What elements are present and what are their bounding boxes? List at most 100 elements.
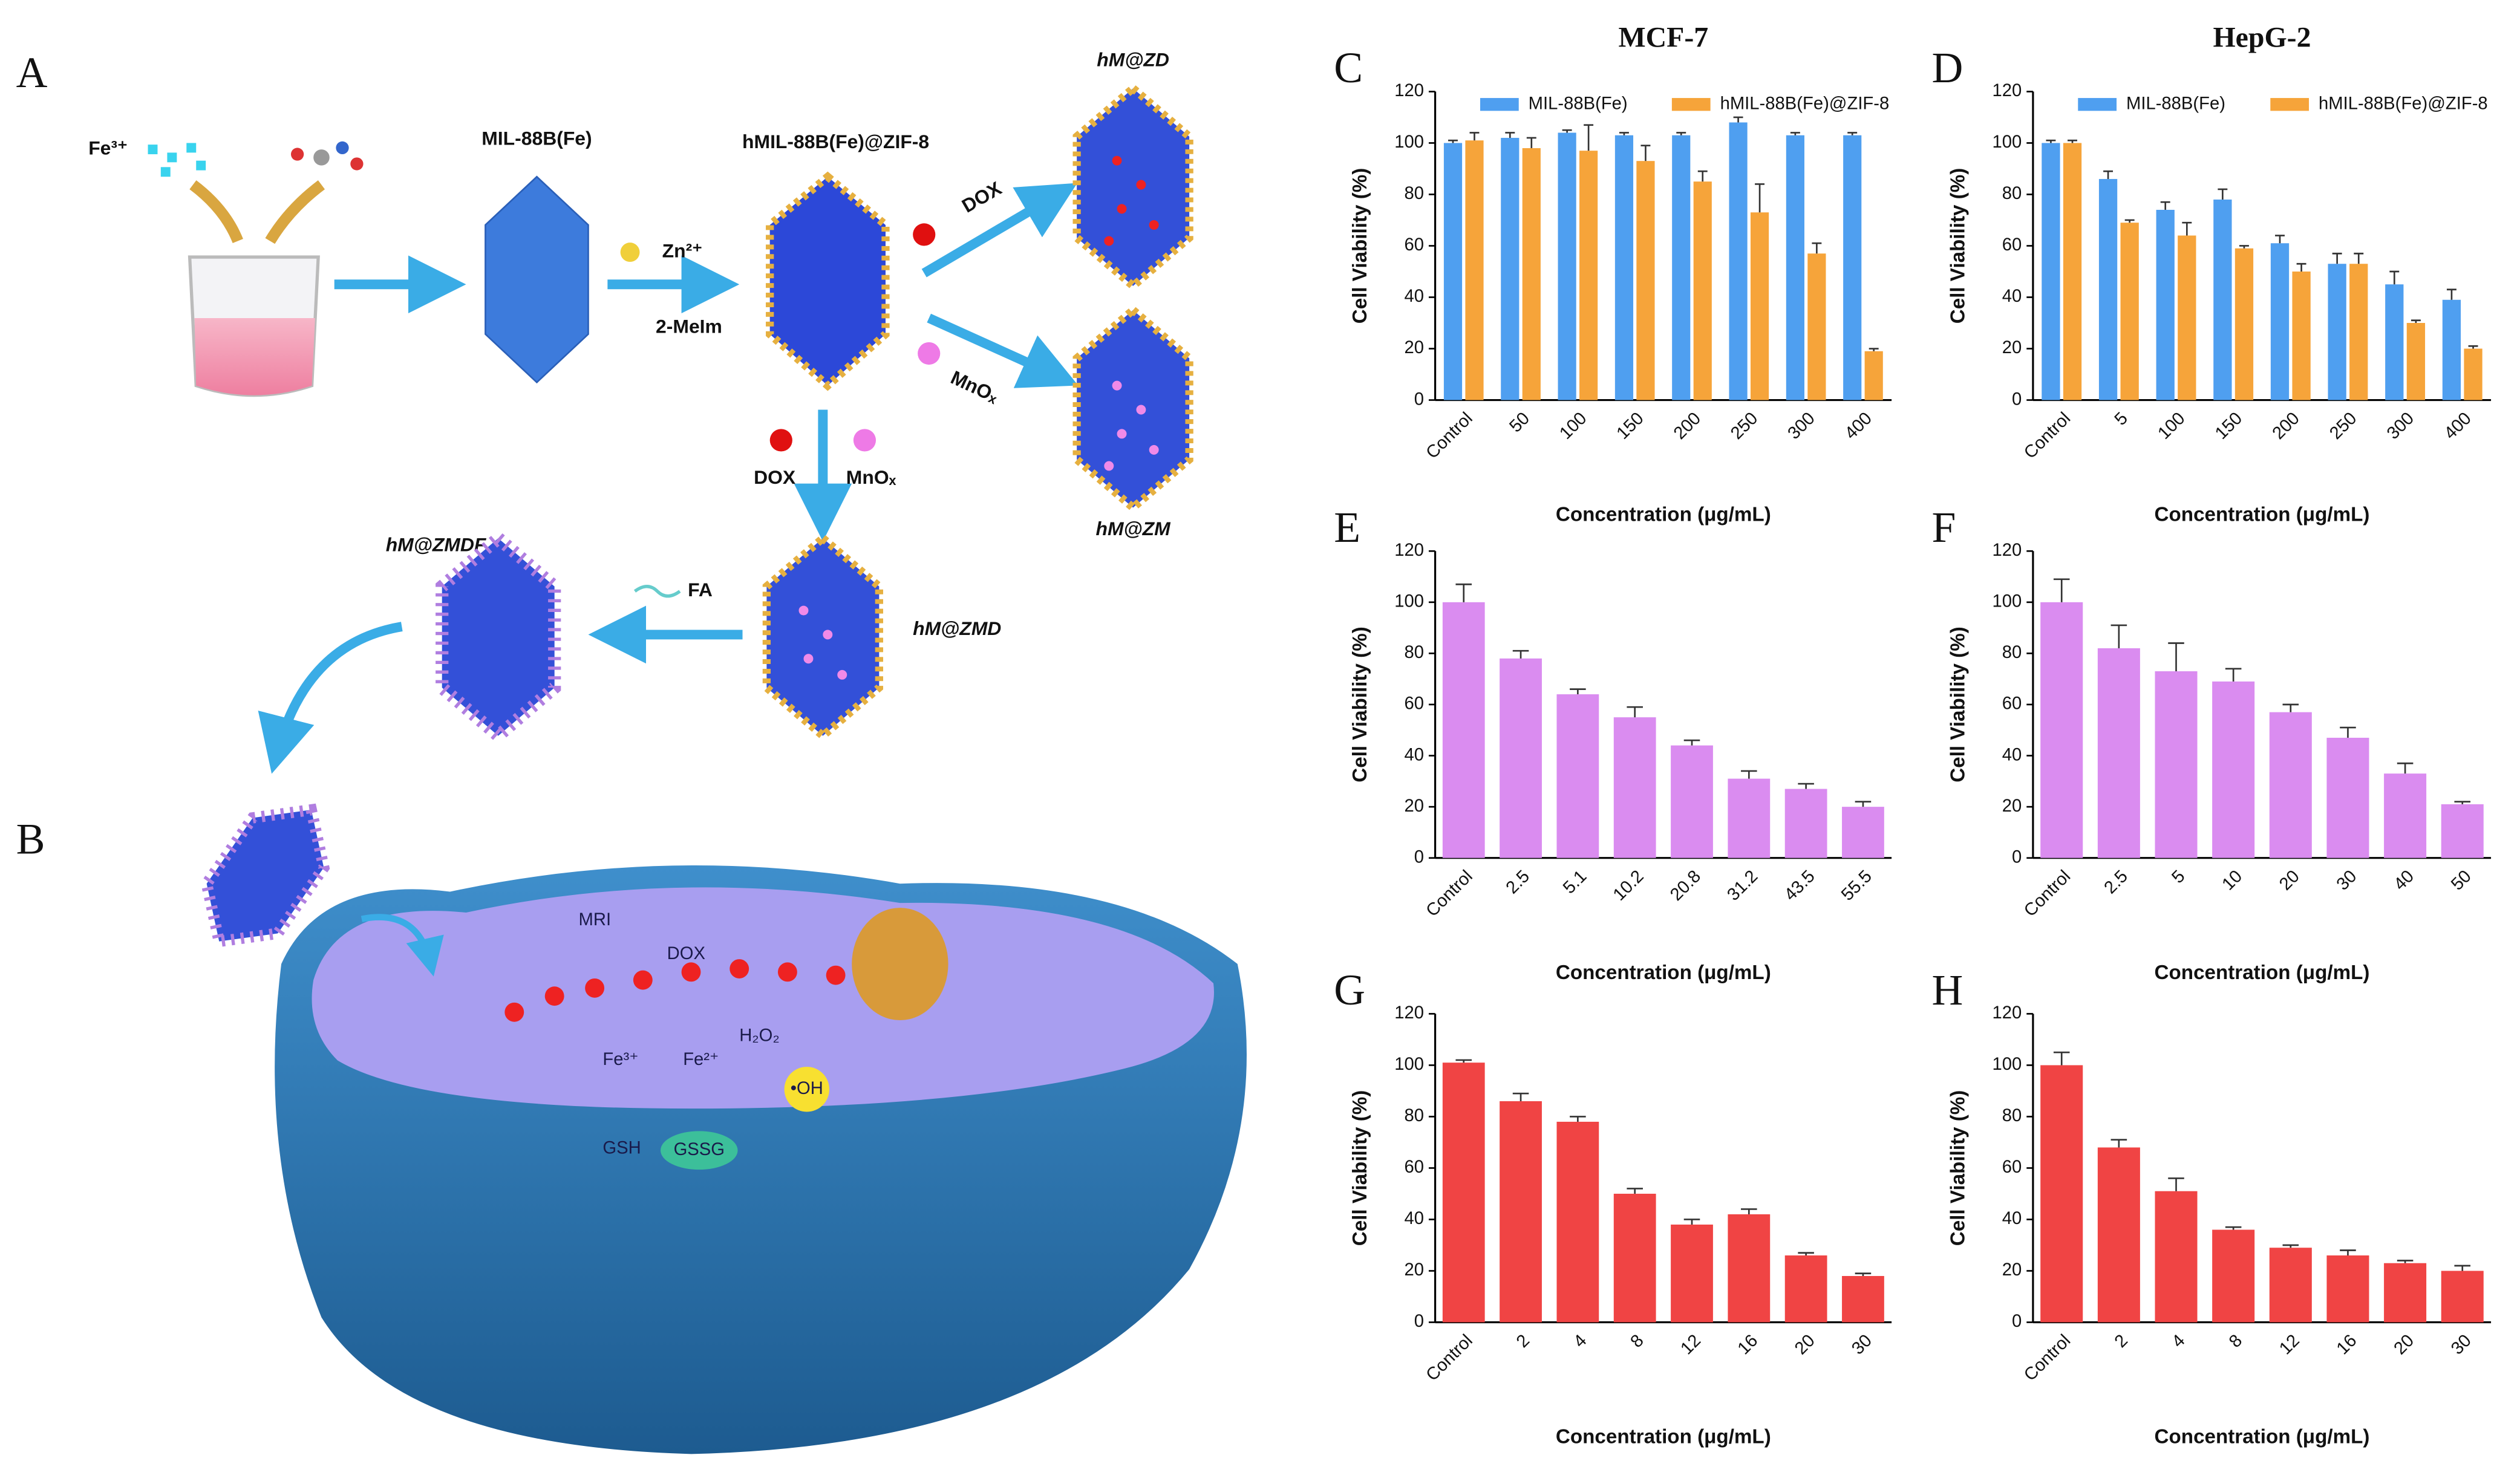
bar bbox=[1728, 1214, 1771, 1323]
y-tick-label: 40 bbox=[2002, 287, 2022, 306]
schematic: A B Fe³⁺ MIL-88B(Fe) Zn²⁺ 2-MeIm hMIL-88… bbox=[16, 48, 1247, 1454]
x-tick-label: Control bbox=[1423, 1331, 1477, 1385]
bar bbox=[1636, 161, 1655, 400]
bar bbox=[2441, 1271, 2484, 1323]
y-tick-label: 100 bbox=[1993, 592, 2022, 611]
dox-icon bbox=[769, 429, 792, 452]
x-axis-label: Concentration (μg/mL) bbox=[2155, 962, 2370, 984]
y-tick-label: 20 bbox=[2002, 338, 2022, 357]
bar bbox=[2442, 299, 2461, 400]
x-tick-label: 12 bbox=[2276, 1331, 2303, 1359]
x-tick-label: 200 bbox=[2269, 409, 2303, 443]
label: hM@ZMD bbox=[913, 617, 1001, 639]
y-tick-label: 20 bbox=[2002, 796, 2022, 816]
label: DOX bbox=[754, 466, 795, 488]
x-tick-label: 4 bbox=[1570, 1331, 1590, 1352]
legend-swatch bbox=[2270, 98, 2309, 111]
y-axis-label: Cell Viability (%) bbox=[1349, 1090, 1371, 1246]
bar bbox=[2326, 1255, 2369, 1323]
panel-label: C bbox=[1334, 44, 1363, 92]
x-tick-label: 250 bbox=[1727, 409, 1761, 443]
zn-icon bbox=[620, 242, 640, 262]
y-tick-label: 20 bbox=[2002, 1260, 2022, 1280]
y-tick-label: 0 bbox=[1414, 847, 1424, 867]
y-tick-label: 40 bbox=[2002, 745, 2022, 764]
mnox-icon bbox=[918, 342, 941, 365]
arrow bbox=[927, 313, 1079, 388]
crystal bbox=[200, 803, 330, 948]
bar bbox=[2349, 264, 2368, 400]
label: hM@ZMDF bbox=[386, 534, 487, 556]
y-tick-label: 0 bbox=[2012, 1312, 2022, 1331]
bar bbox=[1443, 143, 1463, 400]
crystal bbox=[762, 533, 883, 741]
x-tick-label: 40 bbox=[2391, 867, 2418, 894]
label: Fe³⁺ bbox=[88, 137, 128, 159]
y-tick-label: 120 bbox=[1394, 1003, 1424, 1023]
y-tick-label: 40 bbox=[1404, 1209, 1424, 1228]
ligand bbox=[290, 141, 364, 171]
y-tick-label: 100 bbox=[1394, 132, 1424, 152]
label: DOX bbox=[958, 177, 1005, 217]
x-axis-label: Concentration (μg/mL) bbox=[1556, 1426, 1771, 1448]
panel-label: F bbox=[1932, 503, 1956, 552]
panel-label: E bbox=[1334, 503, 1360, 552]
dots bbox=[798, 605, 847, 680]
x-tick-label: 30 bbox=[2333, 867, 2361, 894]
legend-label: MIL-88B(Fe) bbox=[1529, 94, 1628, 113]
gssg-icon bbox=[661, 1131, 738, 1170]
panel-label: B bbox=[16, 815, 45, 863]
x-tick-label: 2 bbox=[2111, 1331, 2132, 1352]
bar bbox=[2270, 243, 2290, 400]
x-tick-label: 300 bbox=[1784, 409, 1819, 443]
y-axis-label: Cell Viability (%) bbox=[1947, 168, 1969, 324]
bar bbox=[2097, 1147, 2140, 1323]
bar bbox=[2269, 1248, 2312, 1323]
x-tick-label: 2.5 bbox=[2101, 867, 2132, 897]
bar bbox=[2097, 648, 2140, 858]
bar bbox=[2384, 773, 2427, 858]
chart-title: MCF-7 bbox=[1618, 21, 1708, 53]
arrow bbox=[921, 183, 1078, 278]
y-tick-label: 80 bbox=[2002, 643, 2022, 662]
bar bbox=[2156, 209, 2175, 400]
bar bbox=[1843, 135, 1862, 400]
x-tick-label: 8 bbox=[1627, 1331, 1648, 1352]
x-tick-label: 50 bbox=[1506, 409, 1533, 437]
x-tick-label: 150 bbox=[2212, 409, 2246, 443]
label: MnOₓ bbox=[947, 366, 1002, 408]
y-tick-label: 60 bbox=[2002, 235, 2022, 255]
bar bbox=[1842, 807, 1884, 858]
x-tick-label: 10.2 bbox=[1610, 867, 1648, 905]
dox-dots bbox=[1104, 155, 1159, 246]
bar bbox=[2406, 323, 2426, 400]
x-tick-label: 20 bbox=[1791, 1331, 1819, 1359]
bar bbox=[1693, 181, 1712, 400]
bar bbox=[2213, 199, 2232, 400]
y-tick-label: 80 bbox=[1404, 184, 1424, 203]
x-tick-label: 16 bbox=[1734, 1331, 1762, 1359]
bar bbox=[2234, 248, 2254, 400]
bar bbox=[2042, 143, 2060, 400]
x-tick-label: 55.5 bbox=[1838, 867, 1876, 905]
x-axis-label: Concentration (μg/mL) bbox=[1556, 962, 1771, 984]
y-tick-label: 20 bbox=[1404, 1260, 1424, 1280]
bar bbox=[1613, 1193, 1656, 1323]
bar bbox=[1501, 137, 1520, 400]
x-tick-label: 100 bbox=[2154, 409, 2189, 443]
label: Fe²⁺ bbox=[683, 1050, 719, 1069]
mnox-icon bbox=[853, 429, 876, 452]
y-tick-label: 100 bbox=[1993, 1055, 2022, 1074]
label: DOX bbox=[667, 944, 705, 963]
x-tick-label: 2.5 bbox=[1503, 867, 1533, 897]
y-tick-label: 120 bbox=[1394, 81, 1424, 100]
ions bbox=[148, 143, 206, 177]
x-tick-label: 100 bbox=[1556, 409, 1590, 443]
x-tick-label: Control bbox=[2020, 867, 2074, 920]
bar bbox=[2384, 1263, 2427, 1323]
bar bbox=[1864, 351, 1883, 400]
x-tick-label: 250 bbox=[2326, 409, 2360, 443]
x-axis-label: Concentration (μg/mL) bbox=[2155, 1426, 2370, 1448]
y-tick-label: 100 bbox=[1993, 132, 2022, 152]
